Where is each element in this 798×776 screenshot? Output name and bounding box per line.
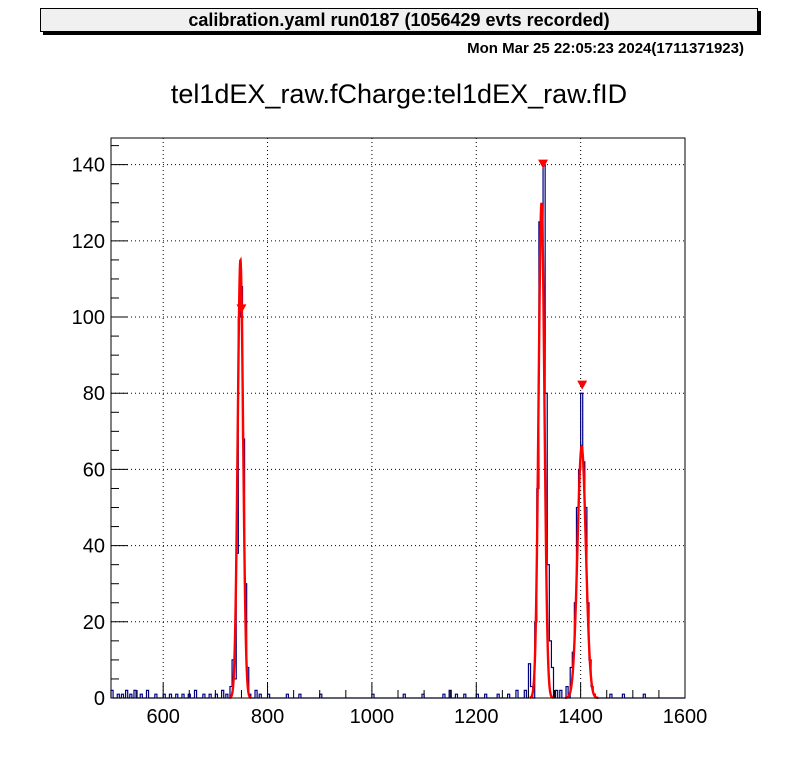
y-tick-label: 80 (83, 383, 105, 405)
peak-marker (577, 380, 588, 390)
gaussian-fit-series (229, 202, 599, 700)
y-tick-label: 120 (72, 231, 105, 253)
fit-peak (229, 256, 252, 700)
peak-marker (236, 304, 247, 314)
y-tick-label: 140 (72, 155, 105, 177)
x-tick-label: 600 (146, 706, 179, 728)
histogram-outline (110, 164, 685, 699)
x-tick-label: 1400 (558, 706, 603, 728)
x-tick-label: 800 (251, 706, 284, 728)
timestamp: Mon Mar 25 22:05:23 2024(1711371923) (467, 40, 744, 57)
histogram-series (110, 164, 685, 699)
y-tick-label: 40 (83, 536, 105, 558)
x-tick-label: 1600 (663, 706, 708, 728)
fit-peak (564, 444, 599, 700)
grid-lines (111, 138, 685, 698)
chart-title: tel1dEX_raw.fCharge:tel1dEX_raw.fID (171, 79, 627, 109)
peak-marker (538, 159, 549, 169)
y-tick-label: 0 (94, 688, 105, 710)
y-tick-label: 60 (83, 459, 105, 481)
x-tick-label: 1000 (350, 706, 395, 728)
header-title: calibration.yaml run0187 (1056429 evts r… (188, 10, 610, 30)
axes: 600 800 1000 1200 1400 1600 0 20 40 60 80 100 120 140 (72, 145, 708, 728)
y-tick-label: 20 (83, 612, 105, 634)
y-tick-label: 100 (72, 307, 105, 329)
peak-markers (236, 159, 588, 390)
plot-frame (110, 137, 686, 699)
fit-peak (529, 202, 554, 699)
x-tick-label: 1200 (454, 706, 499, 728)
header-title-box: calibration.yaml run0187 (1056429 evts r… (40, 8, 758, 32)
